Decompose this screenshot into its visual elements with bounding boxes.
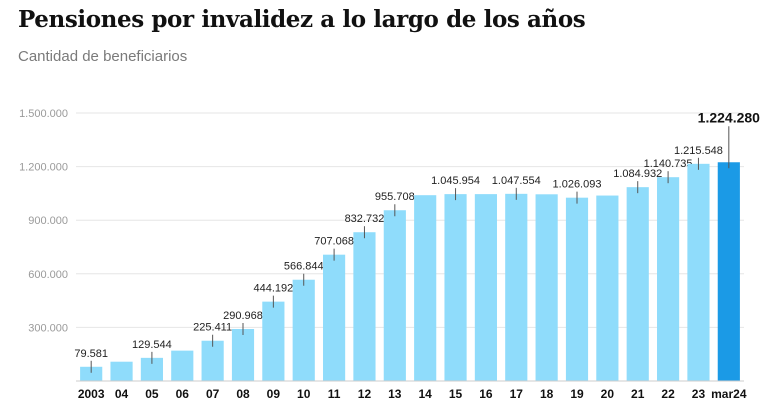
bar bbox=[626, 187, 649, 381]
data-label: 1.084.932 bbox=[613, 168, 662, 180]
data-label: 566.844 bbox=[284, 261, 324, 273]
data-label: 1.215.548 bbox=[674, 145, 723, 157]
bar bbox=[201, 340, 224, 381]
x-tick-label: 2003 bbox=[78, 387, 105, 401]
bar bbox=[292, 279, 315, 381]
data-label: 1.224.280 bbox=[698, 109, 760, 125]
bar bbox=[687, 163, 710, 381]
x-tick-label: 17 bbox=[510, 387, 524, 401]
x-tick-label: 21 bbox=[631, 387, 645, 401]
data-label: 79.581 bbox=[74, 348, 108, 360]
data-label: 129.544 bbox=[132, 339, 172, 351]
bar bbox=[323, 254, 346, 381]
x-tick-label: 15 bbox=[449, 387, 463, 401]
bar bbox=[414, 195, 437, 381]
y-tick-label: 900.000 bbox=[28, 215, 68, 227]
data-label: 1.045.954 bbox=[431, 175, 480, 187]
data-label: 955.708 bbox=[375, 191, 415, 203]
x-tick-label: 06 bbox=[176, 387, 190, 401]
x-tick-label: 20 bbox=[601, 387, 615, 401]
x-tick-label: mar24 bbox=[711, 387, 747, 401]
bar bbox=[535, 194, 558, 381]
bar bbox=[171, 350, 194, 381]
bar bbox=[110, 361, 133, 381]
bar bbox=[231, 329, 255, 381]
bar bbox=[474, 194, 497, 381]
x-tick-label: 14 bbox=[419, 387, 433, 401]
x-tick-label: 18 bbox=[540, 387, 554, 401]
bar bbox=[383, 210, 406, 381]
y-tick-label: 600.000 bbox=[28, 269, 68, 281]
x-tick-label: 04 bbox=[115, 387, 129, 401]
x-tick-label: 10 bbox=[297, 387, 311, 401]
data-label: 225.411 bbox=[193, 322, 232, 334]
x-tick-label: 13 bbox=[388, 387, 402, 401]
x-tick-label: 19 bbox=[570, 387, 584, 401]
chart-subtitle: Cantidad de beneficiarios bbox=[18, 48, 188, 65]
bar bbox=[596, 195, 619, 381]
x-tick-label: 11 bbox=[328, 387, 341, 401]
x-tick-label: 22 bbox=[661, 387, 675, 401]
y-tick-label: 300.000 bbox=[28, 322, 68, 334]
bar bbox=[353, 232, 376, 381]
bar bbox=[565, 197, 589, 381]
x-tick-label: 07 bbox=[206, 387, 220, 401]
bar bbox=[717, 162, 740, 381]
bar bbox=[80, 366, 103, 381]
data-label: 707.068 bbox=[314, 236, 354, 248]
y-tick-label: 1.500.000 bbox=[19, 108, 68, 120]
data-label: 1.140.735 bbox=[644, 158, 693, 170]
x-tick-label: 05 bbox=[145, 387, 159, 401]
x-tick-label: 09 bbox=[267, 387, 281, 401]
bar bbox=[444, 194, 467, 381]
data-label: 1.026.093 bbox=[553, 179, 602, 191]
y-tick-label: 1.200.000 bbox=[19, 162, 68, 174]
bar bbox=[505, 193, 528, 381]
data-label: 290.968 bbox=[223, 310, 263, 322]
chart-title: Pensiones por invalidez a lo largo de lo… bbox=[18, 6, 586, 33]
data-label: 832.732 bbox=[345, 213, 385, 225]
bar bbox=[140, 357, 163, 381]
x-tick-label: 16 bbox=[479, 387, 493, 401]
bar bbox=[657, 177, 680, 381]
x-tick-label: 23 bbox=[692, 387, 706, 401]
x-tick-label: 08 bbox=[236, 387, 250, 401]
data-label: 1.047.554 bbox=[492, 175, 541, 187]
bar bbox=[262, 301, 285, 381]
data-label: 444.192 bbox=[253, 283, 293, 295]
x-tick-label: 12 bbox=[358, 387, 372, 401]
